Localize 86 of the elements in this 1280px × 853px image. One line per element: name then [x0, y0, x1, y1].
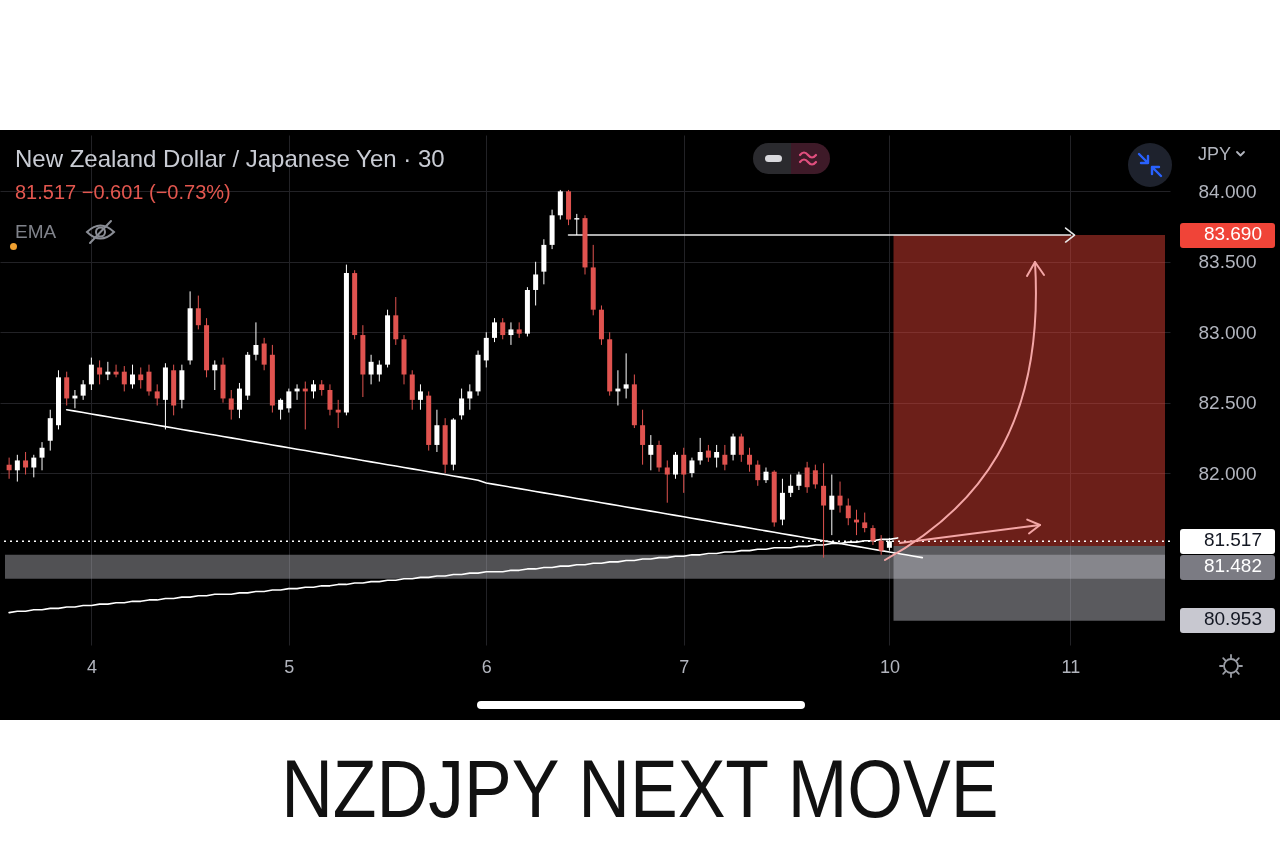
- candlestick: [574, 213, 580, 236]
- candlestick: [796, 471, 802, 491]
- candlestick: [763, 466, 769, 484]
- candlestick: [788, 474, 794, 498]
- candlestick: [130, 364, 136, 390]
- candlestick: [97, 359, 103, 385]
- candlestick: [335, 399, 341, 429]
- y-tick-label: 84.000: [1198, 180, 1257, 202]
- candlestick: [730, 433, 736, 461]
- candlestick: [253, 321, 259, 361]
- candlestick: [648, 434, 654, 471]
- candlestick: [278, 397, 284, 421]
- candlestick: [681, 447, 687, 494]
- candlestick: [228, 389, 234, 421]
- candlestick: [88, 357, 94, 391]
- band-label: 83.690: [1180, 222, 1275, 248]
- candlestick: [483, 331, 489, 368]
- chart-title: New Zealand Dollar / Japanese Yen · 30: [15, 145, 445, 173]
- x-tick-label: 4: [86, 656, 97, 677]
- candlestick: [14, 454, 20, 483]
- y-tick-label: 83.000: [1198, 321, 1257, 343]
- candlestick: [39, 441, 45, 471]
- candlestick: [286, 388, 292, 414]
- candlestick: [870, 524, 876, 546]
- candlestick: [64, 371, 70, 406]
- candlestick: [500, 317, 506, 340]
- candlestick: [837, 481, 843, 514]
- candlestick: [113, 364, 119, 378]
- candlestick: [195, 295, 201, 330]
- x-tick-label: 11: [1061, 656, 1081, 677]
- candlestick: [640, 409, 646, 466]
- x-tick-label: 10: [879, 656, 900, 677]
- candlestick: [376, 359, 382, 383]
- y-tick-label: 82.500: [1198, 392, 1257, 414]
- candlestick: [533, 261, 539, 306]
- candlestick: [47, 409, 53, 452]
- candlestick: [236, 382, 242, 419]
- candlestick: [845, 497, 851, 526]
- text: 81.482: [1180, 554, 1275, 580]
- candlestick: [508, 321, 514, 346]
- y-axis-title: JPY: [1198, 144, 1232, 165]
- candlestick: [121, 365, 127, 392]
- candlestick: [557, 189, 563, 221]
- ref-line-label: 81.517: [1180, 528, 1275, 554]
- candlestick: [492, 317, 497, 343]
- x-tick-label: 7: [679, 656, 690, 677]
- x-tick-label: 5: [284, 656, 295, 677]
- text: NZDJPY NEXT MOVE: [281, 743, 999, 834]
- candlestick: [862, 512, 868, 533]
- candlestick: [829, 474, 835, 536]
- candlestick: [804, 461, 810, 494]
- candlestick: [105, 361, 111, 381]
- candlestick: [673, 451, 678, 480]
- annotation: EMA: [15, 221, 57, 243]
- candlestick: [393, 296, 399, 346]
- y-tick-label: 82.000: [1198, 462, 1257, 484]
- candlestick: [154, 383, 160, 406]
- band-label: 80.953: [1180, 608, 1275, 634]
- text: 81.517 −0.601 (−0.73%): [15, 181, 231, 204]
- candlestick: [467, 383, 473, 411]
- candlestick: [261, 337, 267, 371]
- candlestick: [23, 451, 29, 476]
- candlestick: [623, 352, 629, 399]
- candlestick: [417, 383, 423, 411]
- candlestick: [31, 454, 37, 478]
- candlestick: [697, 437, 703, 466]
- candlestick: [738, 433, 744, 463]
- candlestick: [80, 379, 86, 401]
- candlestick: [755, 459, 761, 487]
- candlestick: [878, 534, 884, 556]
- candlestick: [747, 447, 753, 473]
- candlestick: [821, 462, 827, 559]
- candlestick: [812, 464, 818, 490]
- candlestick: [656, 440, 662, 473]
- candlestick: [368, 354, 374, 385]
- candlestick: [311, 379, 317, 399]
- candlestick: [664, 459, 670, 504]
- candlestick: [434, 409, 440, 453]
- candlestick: [722, 444, 728, 471]
- candlestick: [689, 457, 695, 478]
- x-tick-label: 6: [481, 656, 492, 677]
- candlestick: [146, 364, 152, 397]
- candlestick: [714, 444, 720, 468]
- candlestick: [459, 388, 465, 421]
- candlestick: [327, 383, 333, 416]
- y-tick-label: 83.500: [1198, 251, 1257, 273]
